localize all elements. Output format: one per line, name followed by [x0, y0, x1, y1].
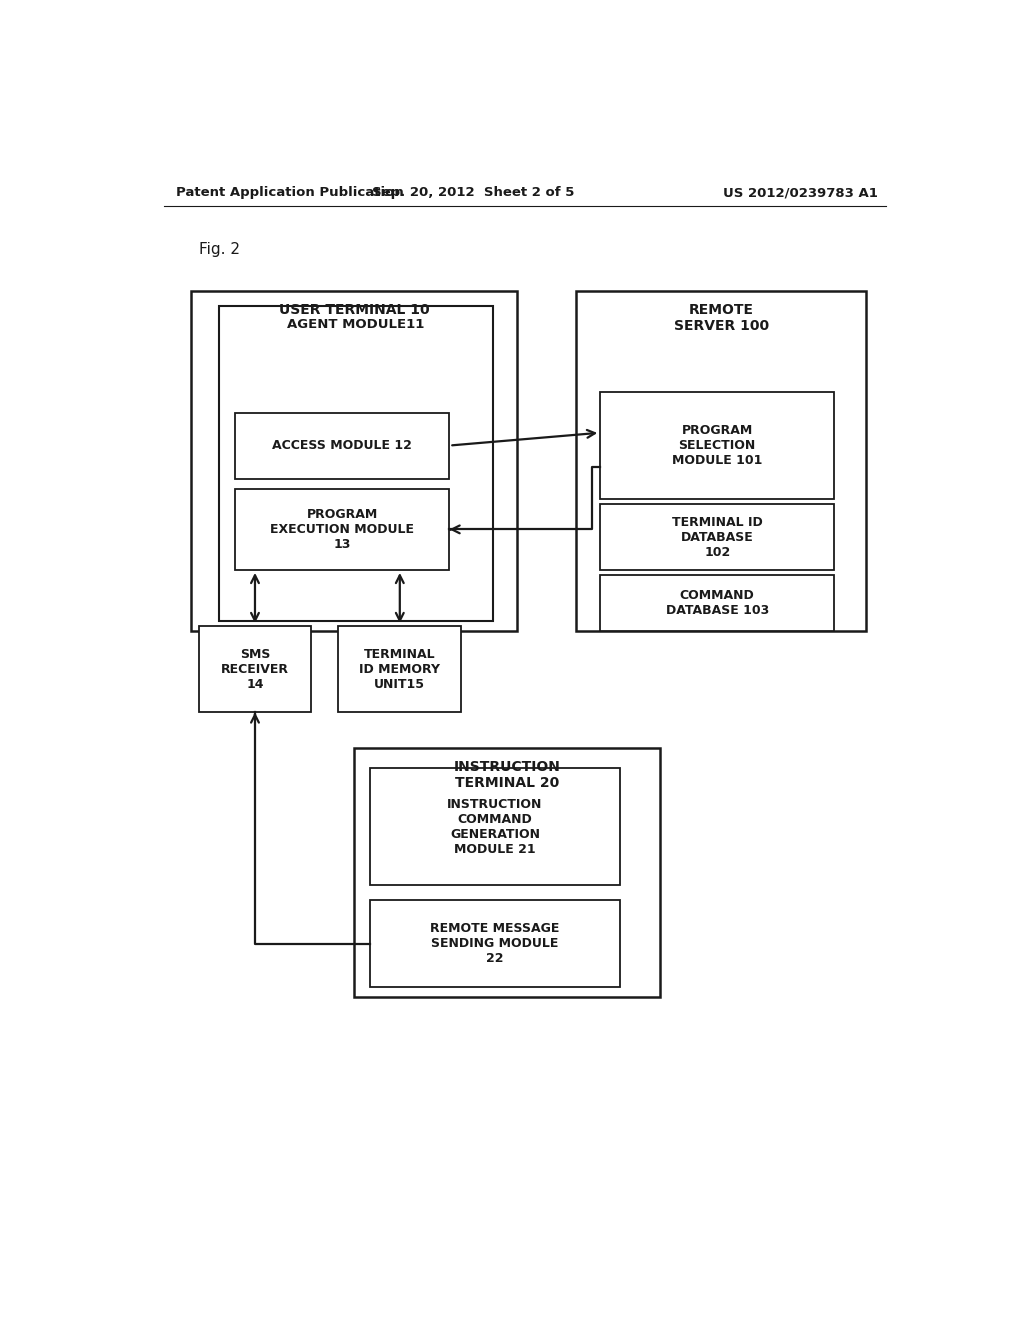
Text: PROGRAM
EXECUTION MODULE
13: PROGRAM EXECUTION MODULE 13: [270, 508, 415, 550]
Text: US 2012/0239783 A1: US 2012/0239783 A1: [723, 186, 878, 199]
Text: Fig. 2: Fig. 2: [200, 242, 241, 257]
Text: PROGRAM
SELECTION
MODULE 101: PROGRAM SELECTION MODULE 101: [672, 424, 763, 467]
Text: REMOTE MESSAGE
SENDING MODULE
22: REMOTE MESSAGE SENDING MODULE 22: [430, 923, 560, 965]
Bar: [219, 306, 494, 620]
Bar: [236, 488, 450, 570]
Bar: [200, 626, 310, 713]
Bar: [600, 576, 835, 631]
Text: INSTRUCTION
TERMINAL 20: INSTRUCTION TERMINAL 20: [454, 760, 560, 791]
Bar: [354, 748, 659, 997]
Text: COMMAND
DATABASE 103: COMMAND DATABASE 103: [666, 589, 769, 616]
Text: TERMINAL ID
DATABASE
102: TERMINAL ID DATABASE 102: [672, 516, 763, 558]
Text: AGENT MODULE11: AGENT MODULE11: [288, 318, 425, 331]
Text: Patent Application Publication: Patent Application Publication: [176, 186, 403, 199]
Bar: [577, 290, 866, 631]
Text: INSTRUCTION
COMMAND
GENERATION
MODULE 21: INSTRUCTION COMMAND GENERATION MODULE 21: [447, 797, 543, 855]
Text: Sep. 20, 2012  Sheet 2 of 5: Sep. 20, 2012 Sheet 2 of 5: [372, 186, 574, 199]
Bar: [370, 900, 621, 987]
Text: ACCESS MODULE 12: ACCESS MODULE 12: [272, 440, 413, 451]
Text: TERMINAL
ID MEMORY
UNIT15: TERMINAL ID MEMORY UNIT15: [359, 648, 440, 690]
Text: REMOTE
SERVER 100: REMOTE SERVER 100: [674, 302, 769, 333]
Bar: [338, 626, 462, 713]
Bar: [600, 504, 835, 570]
Text: USER TERMINAL 10: USER TERMINAL 10: [279, 302, 429, 317]
Text: SMS
RECEIVER
14: SMS RECEIVER 14: [221, 648, 289, 690]
Bar: [370, 768, 621, 886]
Bar: [236, 413, 450, 479]
Bar: [600, 392, 835, 499]
Bar: [191, 290, 517, 631]
